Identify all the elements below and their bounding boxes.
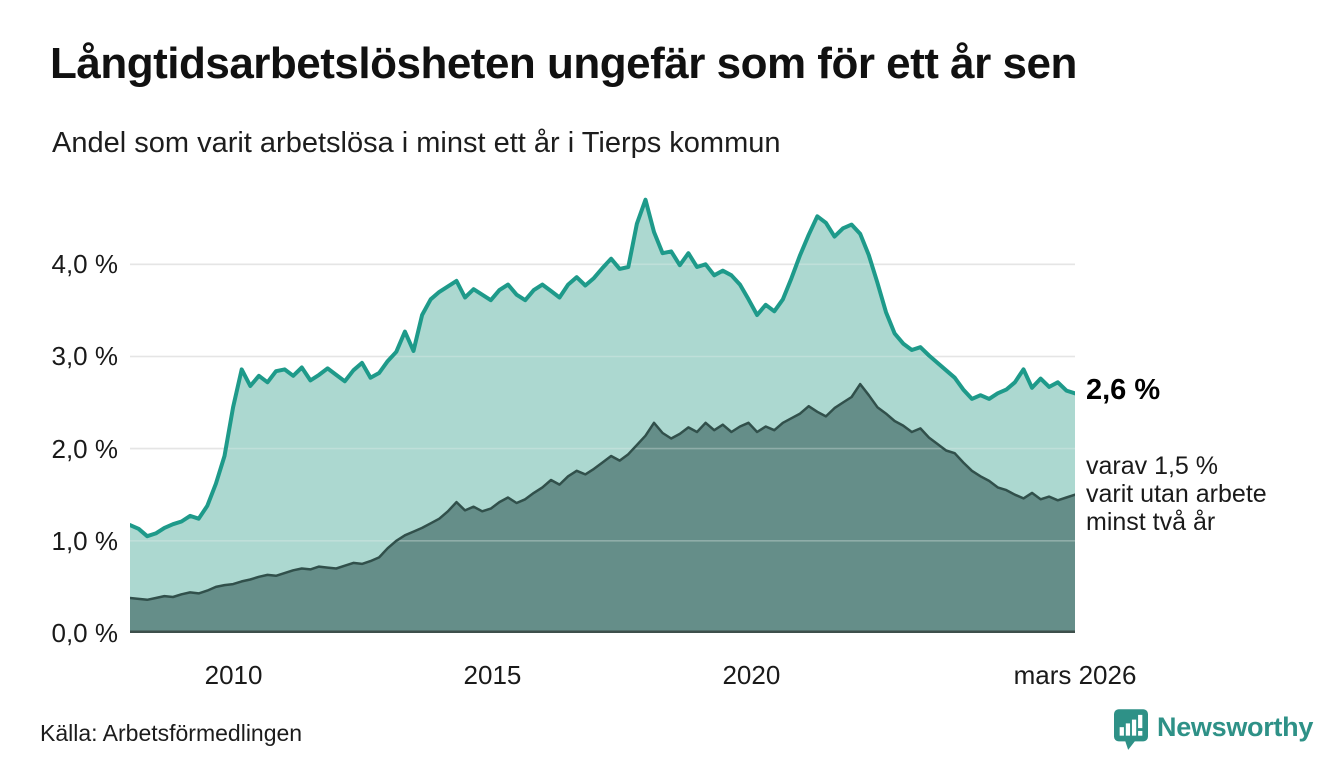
x-tick-label: 2015 <box>463 660 522 690</box>
y-tick-label: 2,0 % <box>51 433 119 464</box>
logo-bar-1 <box>1119 727 1124 736</box>
source-credit: Källa: Arbetsförmedlingen <box>40 720 303 746</box>
newsworthy-logo-icon <box>1114 709 1148 750</box>
y-tick-label: 1,0 % <box>51 525 119 556</box>
latest-value-annotation: 2,6 % <box>1086 374 1161 406</box>
x-tick-label: mars 2026 <box>1013 660 1137 690</box>
area-chart <box>130 197 1075 633</box>
chart-subtitle: Andel som varit arbetslösa i minst ett å… <box>52 127 781 159</box>
y-tick-label: 0,0 % <box>51 618 119 648</box>
x-tick-label: 2020 <box>722 660 781 690</box>
page-title: Långtidsarbetslösheten ungefär som för e… <box>50 39 1077 88</box>
y-tick-label: 3,0 % <box>51 341 119 372</box>
logo-bar-3 <box>1131 719 1137 736</box>
logo-exclamation-icon <box>1138 714 1143 729</box>
newsworthy-logo-text: Newsworthy <box>1157 712 1314 742</box>
logo-bar-2 <box>1125 723 1131 736</box>
newsworthy-logo: Newsworthy <box>1114 709 1313 751</box>
logo-exclamation-dot <box>1138 730 1143 736</box>
y-tick-label: 4,0 % <box>51 249 119 280</box>
secondary-annotation: varav 1,5 % varit utan arbete minst två … <box>1086 452 1267 536</box>
x-tick-label: 2010 <box>204 660 263 690</box>
